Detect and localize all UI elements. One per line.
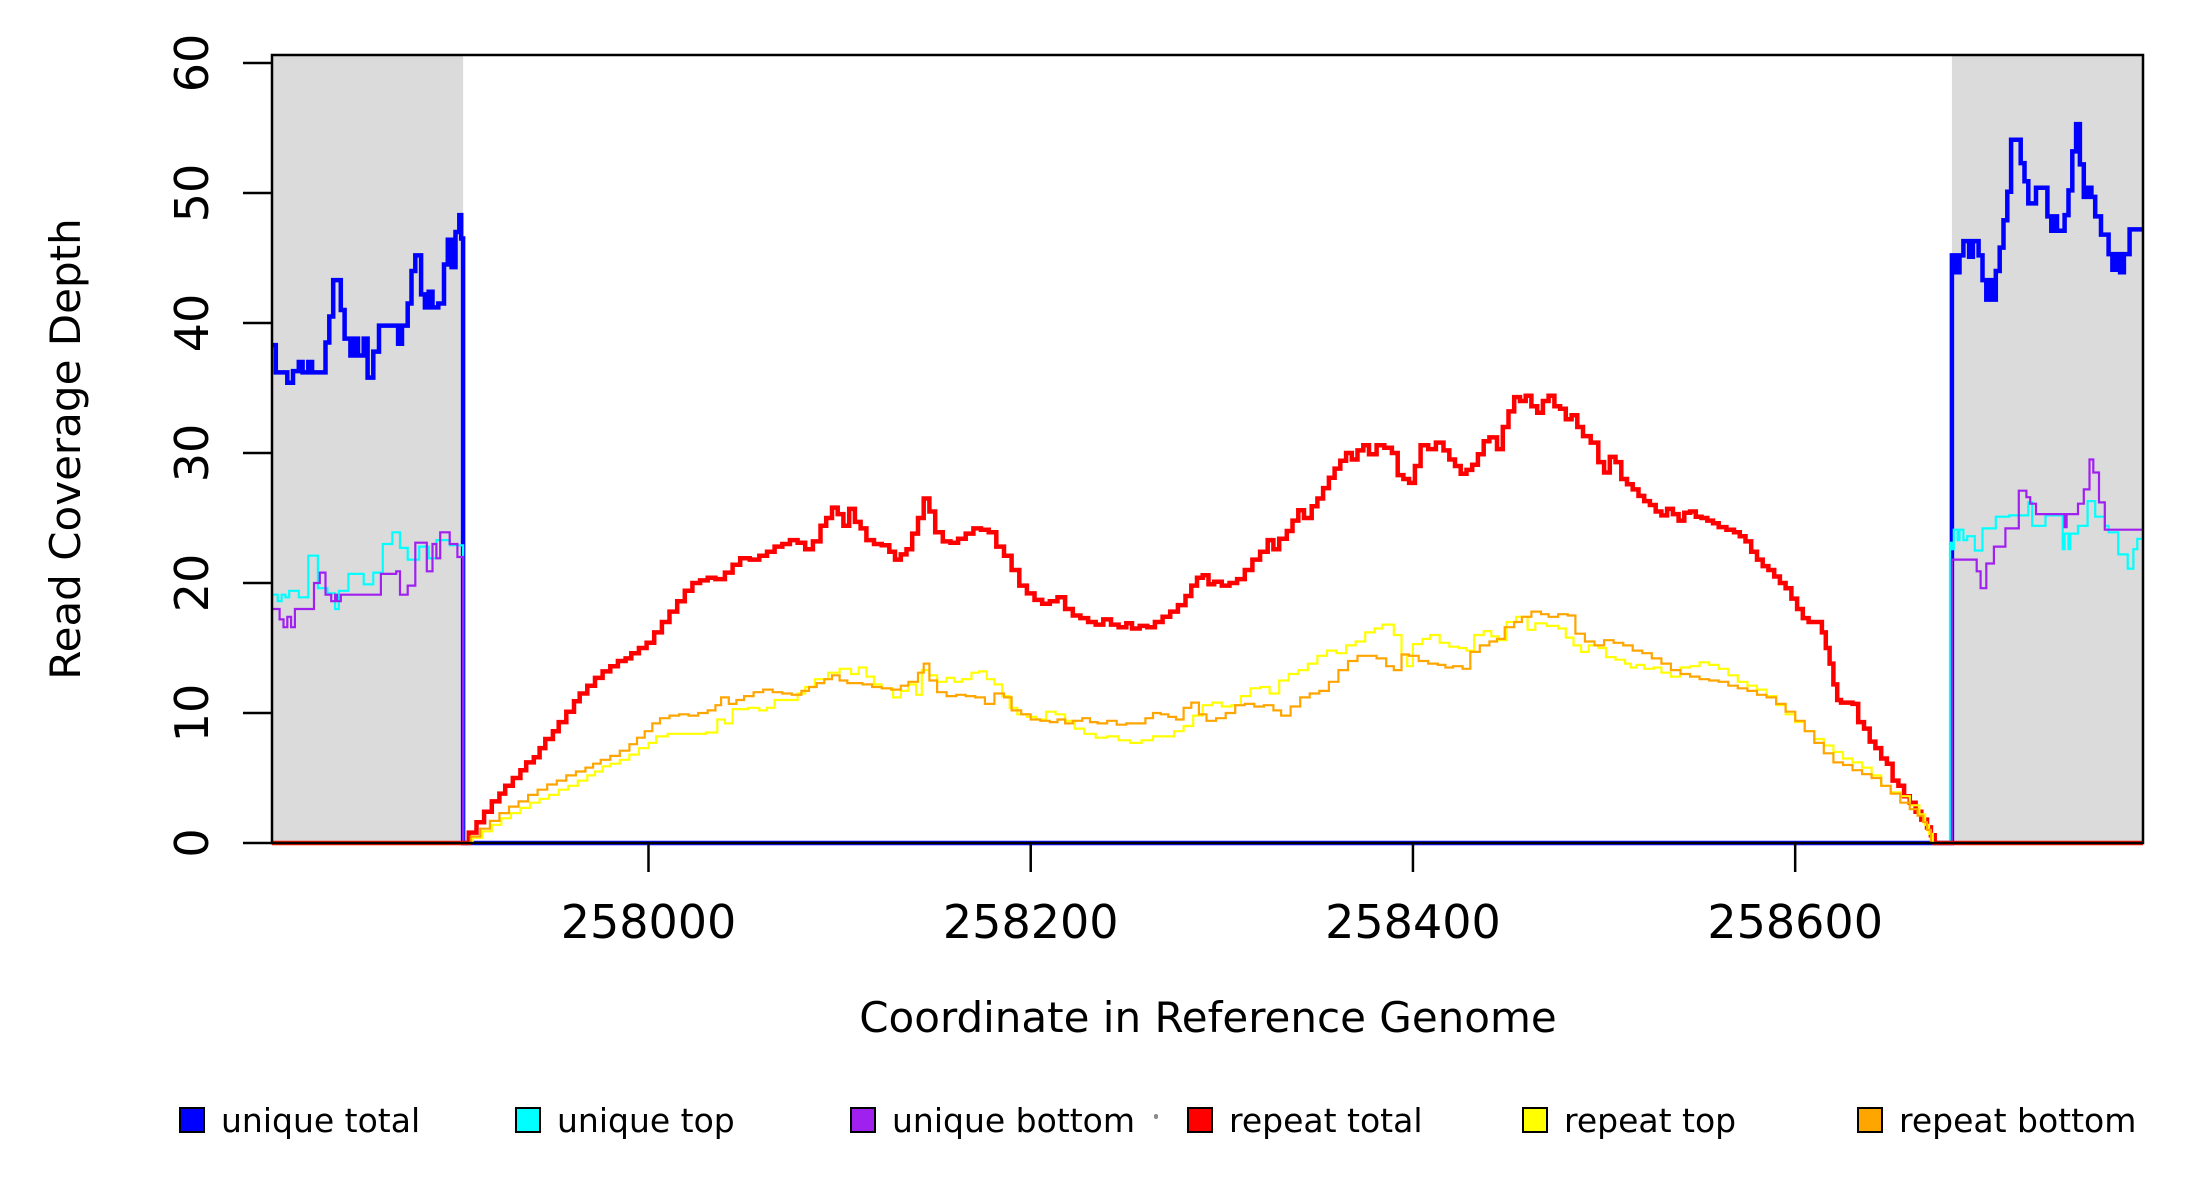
legend-swatch-repeat-bottom: [1857, 1107, 1883, 1133]
stray-dot-artifact: [1154, 1114, 1158, 1119]
legend-swatch-unique-total: [179, 1107, 205, 1133]
legend-item-unique-total: unique total: [179, 1098, 420, 1142]
y-tick-label: 60: [165, 34, 219, 93]
legend: unique total unique top unique bottom re…: [0, 1098, 2200, 1148]
series-repeat-bottom: [272, 610, 1932, 845]
legend-label: unique bottom: [892, 1100, 1136, 1140]
legend-label: repeat total: [1229, 1100, 1423, 1140]
y-tick-label: 10: [165, 684, 219, 743]
series-repeat-total: [272, 393, 2143, 846]
legend-item-repeat-top: repeat top: [1522, 1098, 1736, 1142]
legend-label: unique total: [221, 1100, 421, 1140]
shaded-region: [272, 55, 464, 843]
legend-label: repeat bottom: [1899, 1100, 2137, 1140]
x-tick-label: 258200: [943, 895, 1119, 949]
legend-item-unique-top: unique top: [515, 1098, 735, 1142]
plot-border: [270, 53, 2145, 845]
legend-item-unique-bottom: unique bottom: [850, 1098, 1135, 1142]
series-lines: [272, 121, 2143, 846]
x-axis-title: Coordinate in Reference Genome: [859, 993, 1557, 1042]
series-unique-total: [272, 121, 2143, 846]
shaded-region: [1951, 55, 2143, 843]
legend-swatch-repeat-total: [1187, 1107, 1213, 1133]
legend-item-repeat-bottom: repeat bottom: [1857, 1098, 2136, 1142]
axes: 258000 258200 258400 258600 0 10 20 30 40 50 60: [165, 34, 2145, 949]
y-tick-label: 20: [165, 554, 219, 613]
legend-swatch-repeat-top: [1522, 1107, 1548, 1133]
legend-swatch-unique-top: [515, 1107, 541, 1133]
y-tick-label: 40: [165, 294, 219, 353]
y-axis-title: Read Coverage Depth: [41, 218, 90, 679]
series-unique-bottom: [272, 458, 2143, 845]
legend-label: unique top: [557, 1100, 735, 1140]
legend-item-repeat-total: repeat total: [1187, 1098, 1423, 1142]
y-tick-label: 0: [165, 828, 219, 857]
x-tick-label: 258600: [1707, 895, 1883, 949]
x-tick-label: 258400: [1325, 895, 1501, 949]
y-tick-label: 30: [165, 424, 219, 483]
legend-swatch-unique-bottom: [850, 1107, 876, 1133]
y-tick-label: 50: [165, 164, 219, 223]
x-tick-label: 258000: [561, 895, 737, 949]
series-unique-top: [272, 500, 2143, 845]
legend-label: repeat top: [1564, 1100, 1737, 1140]
